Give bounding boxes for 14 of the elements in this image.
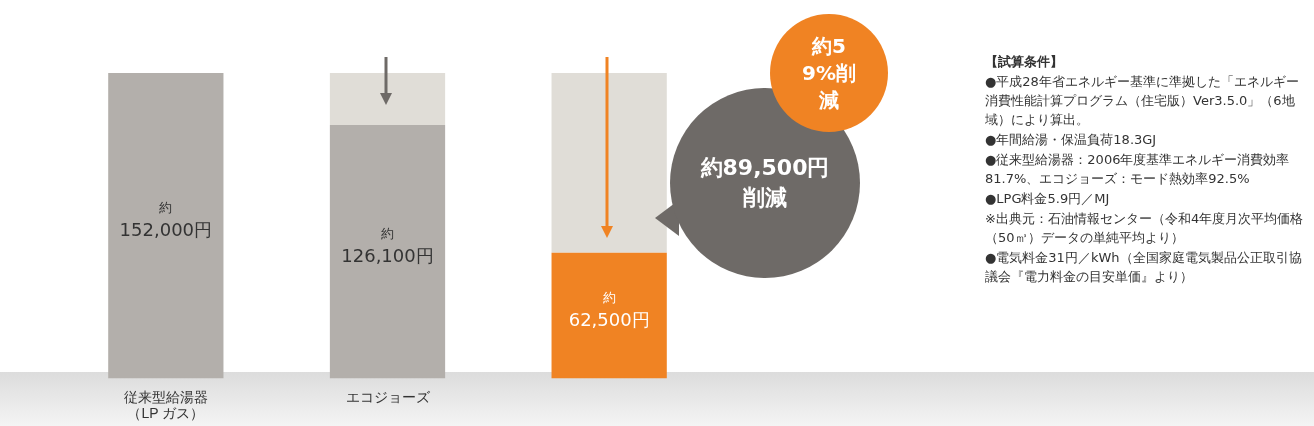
- x-tick-label: 従来型給湯器（LP ガス）: [123, 388, 208, 422]
- data-label: 約 62,500円: [568, 289, 650, 330]
- annotation: 約89,500円削減: [699, 154, 831, 212]
- text: ※出典元：石油情報センター（令和4年度月次平均価格（50㎥）データの単純平均より）: [985, 210, 1305, 247]
- x-tick-label: エコジョーズ: [345, 388, 431, 405]
- text: ●年間給湯・保温負荷18.3GJ: [985, 131, 1158, 149]
- circle-badge: 約59%削減: [770, 14, 888, 132]
- text: ●従来型給湯器：2006年度基準エネルギー消費効率81.7%、エコジョーズ：モード熱効率92.5%: [985, 151, 1291, 188]
- text: ●平成28年省エネルギー基準に準拠した「エネルギー消費性能計算プログラム（住宅版）Ver3.5.0」（6地域）により算出。: [985, 73, 1300, 129]
- text: ●LPG料金5.9円／MJ: [985, 190, 1111, 208]
- text: ●電気料金31円／kWh（全国家庭電気製品公正取引協議会『電力料金の目安単価』より）: [985, 249, 1303, 286]
- data-label: 約 126,100円: [341, 225, 434, 266]
- text: 【試算条件】: [985, 53, 1064, 71]
- data-label: 約 152,000円: [119, 199, 213, 240]
